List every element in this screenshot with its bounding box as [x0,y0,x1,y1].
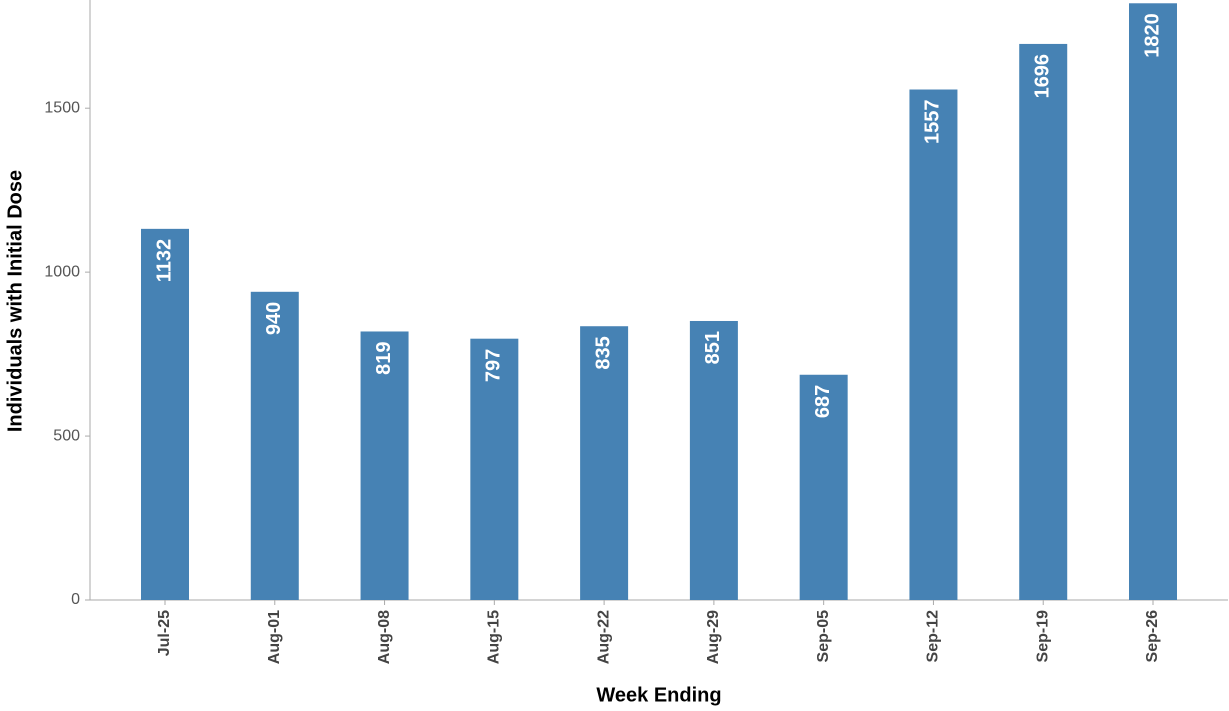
value-label: 1696 [1032,54,1054,99]
value-label: 1557 [922,100,944,145]
x-tick-label: Aug-15 [486,610,503,664]
x-tick-label: Sep-05 [815,610,832,663]
y-tick-label: 0 [71,591,80,608]
y-axis-title: Individuals with Initial Dose [4,170,26,432]
bar [470,338,519,600]
x-tick-label: Aug-08 [376,610,393,664]
bar [1129,3,1177,601]
x-tick-label: Sep-26 [1144,610,1161,663]
y-tick-label: 1500 [44,99,80,116]
bar [360,331,409,600]
x-tick-label: Sep-19 [1034,610,1051,663]
value-label: 940 [263,302,285,335]
value-label: 1820 [1141,13,1163,58]
x-tick-label: Aug-22 [595,610,612,664]
value-label: 687 [812,385,834,418]
x-tick-label: Jul-25 [156,610,173,656]
bar [909,89,958,601]
value-label: 797 [483,349,505,382]
bar [1019,43,1068,600]
bar [689,320,738,600]
value-label: 1132 [153,239,175,282]
value-label: 819 [373,341,395,374]
bar [141,228,189,600]
y-tick-label: 500 [53,427,80,444]
x-tick-label: Aug-01 [266,610,283,664]
bar [580,326,629,600]
value-label: 835 [592,336,614,369]
y-tick-label: 1000 [44,263,80,280]
x-axis-title: Week Ending [596,684,721,706]
value-label: 851 [702,331,724,364]
bar [250,291,299,600]
x-tick-label: Sep-12 [925,610,942,663]
x-tick-label: Aug-29 [705,610,722,664]
bar [799,374,848,600]
